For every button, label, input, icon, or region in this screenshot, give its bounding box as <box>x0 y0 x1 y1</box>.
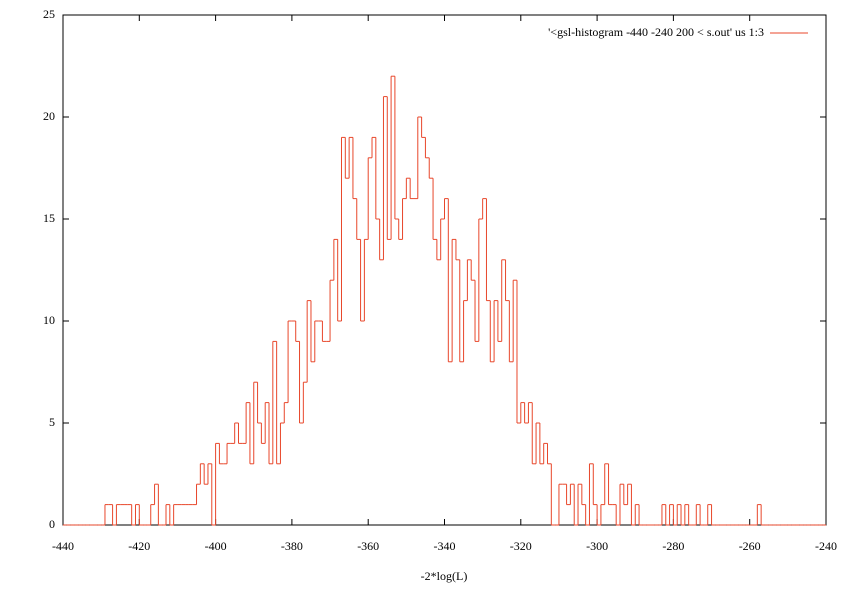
y-tick-label: 15 <box>43 211 55 225</box>
x-tick-label: -240 <box>815 539 837 553</box>
y-tick-label: 25 <box>43 7 55 21</box>
y-tick-label: 0 <box>49 517 55 531</box>
x-tick-label: -280 <box>662 539 684 553</box>
x-tick-label: -300 <box>586 539 608 553</box>
step-risers <box>104 76 762 525</box>
x-tick-label: -440 <box>52 539 74 553</box>
x-tick-label: -360 <box>357 539 379 553</box>
y-tick-label: 5 <box>49 415 55 429</box>
plot-frame <box>62 14 827 526</box>
x-tick-label: -320 <box>510 539 532 553</box>
x-tick-label: -400 <box>205 539 227 553</box>
x-tick-label: -420 <box>128 539 150 553</box>
y-tick-label: 20 <box>43 109 55 123</box>
x-tick-label: -380 <box>281 539 303 553</box>
x-tick-label: -260 <box>739 539 761 553</box>
x-axis-label: -2*log(L) <box>421 569 468 583</box>
legend-label: '<gsl-histogram -440 -240 200 < s.out' u… <box>548 25 764 39</box>
y-tick-label: 10 <box>43 313 55 327</box>
x-tick-label: -340 <box>434 539 456 553</box>
